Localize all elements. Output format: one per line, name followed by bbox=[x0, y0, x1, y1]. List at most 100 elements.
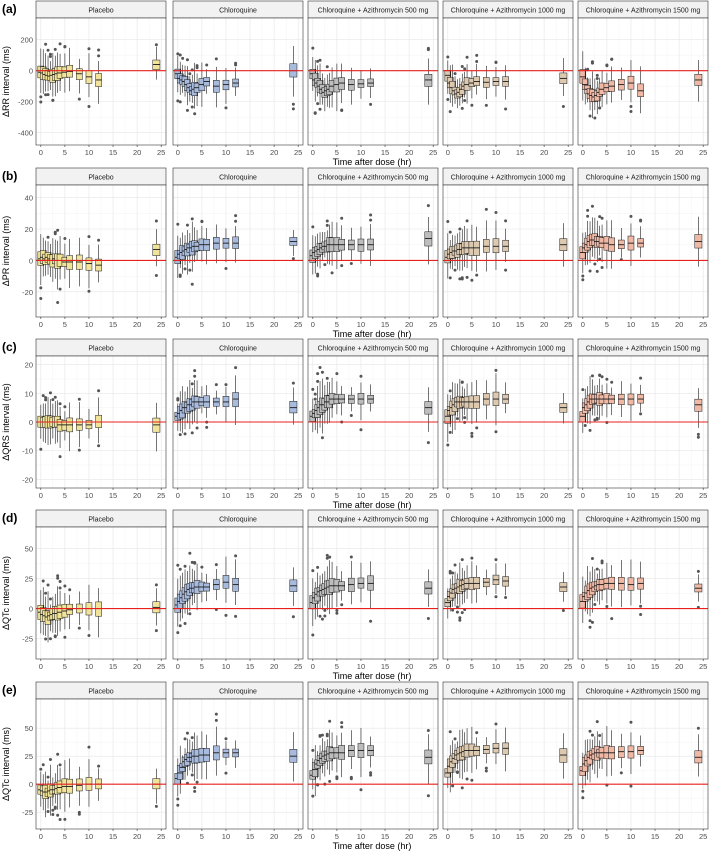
x-tick-label: 0 bbox=[39, 662, 43, 671]
outlier-point bbox=[453, 72, 457, 76]
outlier-point bbox=[446, 97, 450, 101]
facet-strip-label: Chloroquine + Azithromycin 1000 mg bbox=[451, 689, 566, 696]
x-tick-label: 5 bbox=[335, 148, 339, 157]
facet-strip-label: Chloroquine + Azithromycin 1000 mg bbox=[451, 346, 566, 353]
box-iqr bbox=[492, 238, 500, 254]
outlier-point bbox=[56, 574, 60, 578]
facet-strip-label: Chloroquine + Azithromycin 1500 mg bbox=[586, 8, 701, 15]
outlier-point bbox=[330, 271, 334, 275]
outlier-point bbox=[323, 263, 327, 267]
facet-panel: Chloroquine + Azithromycin 1000 mg 0 5 10 15… bbox=[442, 509, 574, 671]
x-tick-label: 20 bbox=[540, 320, 548, 329]
box-mark bbox=[608, 380, 615, 416]
outlier-point bbox=[176, 797, 180, 801]
box-mark bbox=[618, 381, 625, 418]
outlier-point bbox=[48, 52, 52, 56]
box-mark bbox=[357, 728, 365, 792]
x-tick-label: 15 bbox=[246, 491, 254, 500]
facet-panel: Placebo 0 5 10 15 20 25 bbox=[35, 338, 167, 500]
outlier-point bbox=[463, 98, 467, 102]
outlier-point bbox=[97, 238, 101, 242]
outlier-point bbox=[588, 625, 592, 629]
outlier-point bbox=[176, 803, 180, 807]
box-mark bbox=[348, 227, 355, 265]
outlier-point bbox=[325, 223, 329, 227]
outlier-point bbox=[193, 112, 197, 116]
box-mark bbox=[95, 238, 102, 283]
outlier-point bbox=[311, 387, 315, 391]
outlier-point bbox=[470, 556, 474, 560]
box-mark bbox=[559, 572, 568, 613]
outlier-point bbox=[325, 556, 329, 560]
plot-border bbox=[577, 698, 709, 830]
box-mark bbox=[492, 558, 500, 599]
x-tick-label: 25 bbox=[699, 491, 707, 500]
box-mark bbox=[152, 43, 161, 80]
outlier-point bbox=[214, 712, 218, 716]
box-mark bbox=[473, 731, 480, 770]
outlier-point bbox=[494, 722, 498, 726]
outlier-point bbox=[154, 629, 158, 633]
outlier-point bbox=[46, 775, 50, 779]
x-tick-label: 25 bbox=[157, 320, 165, 329]
outlier-point bbox=[190, 382, 194, 386]
outlier-point bbox=[451, 784, 455, 788]
y-axis-label: ΔQTc interval (ms) bbox=[1, 727, 11, 801]
panel-label: (c) bbox=[2, 340, 17, 354]
x-tick-label: 5 bbox=[605, 148, 609, 157]
x-tick-label: 15 bbox=[651, 320, 659, 329]
outlier-point bbox=[470, 778, 474, 782]
x-tick-label: 5 bbox=[200, 148, 204, 157]
x-tick-label: 5 bbox=[335, 662, 339, 671]
box-iqr bbox=[232, 236, 239, 249]
outlier-point bbox=[581, 274, 585, 278]
outlier-point bbox=[193, 374, 197, 378]
facet-strip-label: Placebo bbox=[88, 517, 113, 524]
box-mark bbox=[76, 237, 83, 287]
outlier-point bbox=[154, 583, 158, 587]
outlier-point bbox=[190, 736, 194, 740]
outlier-point bbox=[234, 366, 238, 370]
x-tick-label: 25 bbox=[564, 832, 572, 841]
outlier-point bbox=[460, 106, 464, 110]
x-tick-label: 20 bbox=[270, 320, 278, 329]
y-tick-label: 50 bbox=[25, 545, 33, 554]
outlier-point bbox=[448, 389, 452, 393]
outlier-point bbox=[183, 622, 187, 626]
x-tick-label: 0 bbox=[311, 491, 315, 500]
outlier-point bbox=[696, 435, 700, 439]
x-tick-label: 20 bbox=[270, 832, 278, 841]
outlier-point bbox=[605, 64, 609, 68]
outlier-point bbox=[320, 617, 324, 621]
outlier-point bbox=[484, 103, 488, 107]
outlier-point bbox=[600, 266, 604, 270]
x-tick-label: 20 bbox=[675, 148, 683, 157]
x-tick-label: 0 bbox=[176, 662, 180, 671]
box-mark bbox=[367, 384, 374, 412]
outlier-point bbox=[181, 56, 185, 60]
box-mark bbox=[213, 563, 220, 612]
outlier-point bbox=[51, 398, 55, 402]
outlier-point bbox=[56, 813, 60, 817]
x-tick-label: 15 bbox=[381, 148, 389, 157]
outlier-point bbox=[176, 52, 180, 56]
facet-strip-label: Chloroquine + Azithromycin 500 mg bbox=[318, 8, 429, 15]
box-mark bbox=[694, 60, 703, 102]
outlier-point bbox=[214, 563, 218, 567]
box-mark bbox=[232, 366, 239, 426]
box-mark bbox=[502, 219, 509, 272]
outlier-point bbox=[178, 433, 182, 437]
outlier-point bbox=[588, 619, 592, 623]
x-tick-label: 15 bbox=[381, 662, 389, 671]
outlier-point bbox=[455, 770, 459, 774]
box-mark bbox=[424, 46, 433, 105]
outlier-point bbox=[475, 731, 479, 735]
outlier-point bbox=[56, 300, 60, 304]
outlier-point bbox=[178, 567, 182, 571]
outlier-point bbox=[48, 637, 52, 641]
box-mark bbox=[289, 732, 298, 782]
facet-panel: Chloroquine + Azithromycin 500 mg 0 5 10 15 2… bbox=[307, 681, 439, 841]
facet-panel: Chloroquine 0 5 10 15 20 25 bbox=[172, 681, 304, 841]
